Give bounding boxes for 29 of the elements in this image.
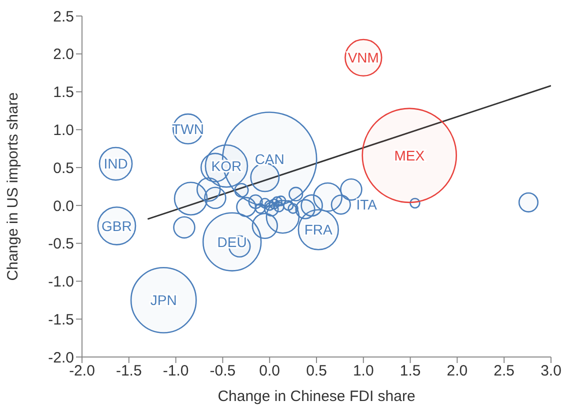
x-tick-label: -1.0 [162,362,189,380]
y-tick-label: 1.5 [53,84,74,102]
x-tick-label: 2.5 [494,362,515,380]
x-tick-label: 1.5 [400,362,421,380]
annotation: CAN [254,151,284,168]
annotation: FRA [304,222,334,238]
x-tick-label: 3.0 [540,362,562,380]
y-tick-label: -1.0 [48,274,74,291]
x-tick-label: 0.5 [306,362,327,380]
y-tick-label: -1.5 [48,311,74,328]
y-tick-label: 0.0 [53,198,74,215]
y-tick-label: 2.0 [53,46,74,64]
annotation: GBR [102,218,132,234]
annotation: JPN [150,292,177,308]
y-tick-label: 0.5 [53,160,74,177]
annotation: ITA [356,196,378,213]
x-tick-label: -0.5 [210,362,236,380]
y-axis-title: Change in US imports share [4,92,22,281]
y-tick-label: 2.5 [53,8,74,26]
annotation: VNM [348,50,379,66]
x-tick-label: 2.0 [446,362,468,380]
y-tick-label: 1.0 [53,122,74,139]
x-tick-label: -1.5 [116,362,142,380]
annotation: IND [104,156,128,172]
x-tick-label: 0.0 [259,362,280,380]
y-tick-label: -0.5 [48,236,74,253]
x-axis-title: Change in Chinese FDI share [218,388,416,405]
annotation: MEX [394,147,426,164]
x-tick-label: 1.0 [352,362,374,380]
